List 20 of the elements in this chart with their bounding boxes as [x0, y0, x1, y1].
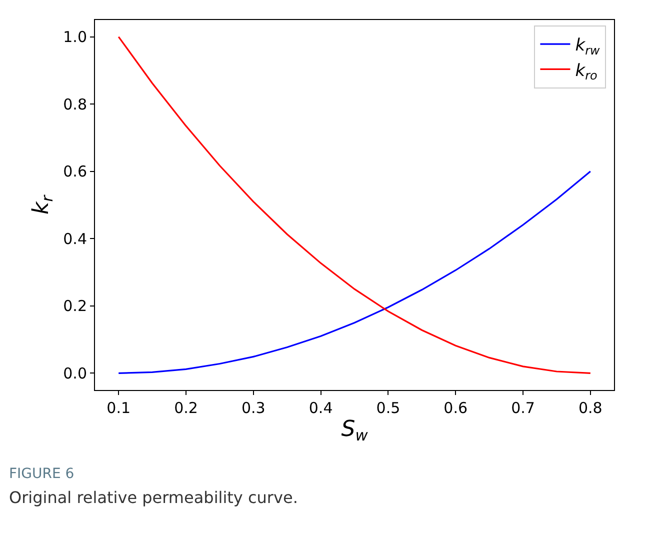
legend-label: k$_{ro}$: [575, 60, 598, 82]
x-tick-label: 0.7: [511, 399, 535, 417]
text: Original relative permeability curve.: [9, 488, 298, 507]
caption: FIGURE 6: [9, 466, 74, 482]
y-tick-label: 1.0: [63, 28, 87, 46]
y-tick-label: 0.0: [63, 364, 87, 382]
y-tick-label: 0.2: [63, 297, 87, 316]
x-tick-label: 0.8: [578, 399, 602, 417]
line-series: [118, 170, 592, 374]
x-tick-label: 0.5: [376, 399, 400, 417]
x-tick-label: 0.4: [308, 399, 333, 417]
legend-label: k$_{rw}$: [575, 36, 600, 58]
y-tick-label: 0.8: [63, 95, 87, 114]
x-tick-label: 0.3: [241, 399, 266, 417]
y-tick-label: 0.6: [63, 162, 87, 181]
x-tick-label: 0.1: [106, 399, 131, 417]
x-tick-label: 0.6: [444, 399, 468, 417]
x-axis-title: S$_{w}$: [341, 416, 368, 445]
y-tick-label: 0.4: [63, 230, 87, 248]
x-tick-label: 0.2: [174, 399, 198, 417]
